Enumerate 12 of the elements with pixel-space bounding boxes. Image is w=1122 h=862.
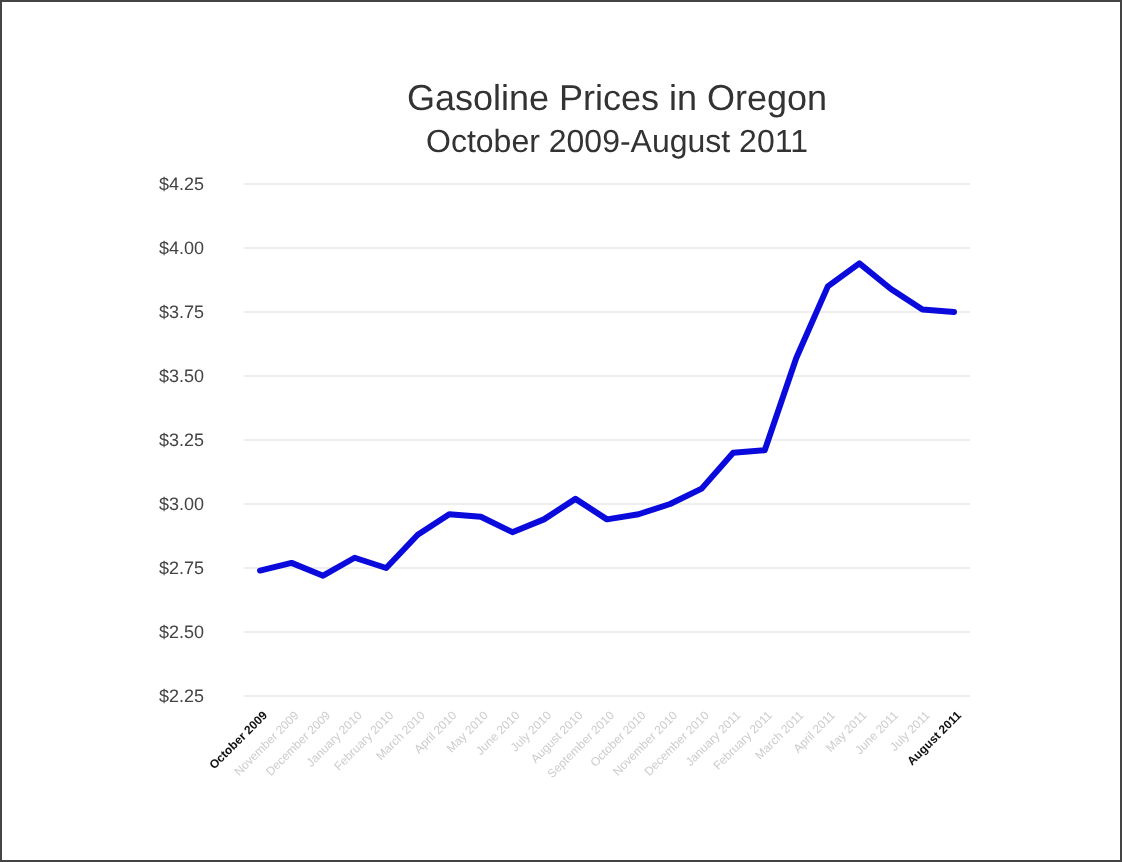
y-tick-label: $4.25	[158, 174, 204, 195]
y-tick-label: $3.50	[158, 366, 204, 387]
y-tick-label: $2.50	[158, 622, 204, 643]
y-tick-label: $2.75	[158, 558, 204, 579]
y-tick-label: $3.00	[158, 494, 204, 515]
y-tick-label: $3.25	[158, 430, 204, 451]
chart-subtitle: October 2009-August 2011	[426, 126, 809, 160]
line-series	[257, 260, 957, 579]
chart-title: Gasoline Prices in Oregon	[406, 78, 828, 118]
y-tick-label: $2.25	[158, 686, 204, 707]
y-tick-label: $3.75	[158, 302, 204, 323]
y-tick-label: $4.00	[158, 238, 204, 259]
